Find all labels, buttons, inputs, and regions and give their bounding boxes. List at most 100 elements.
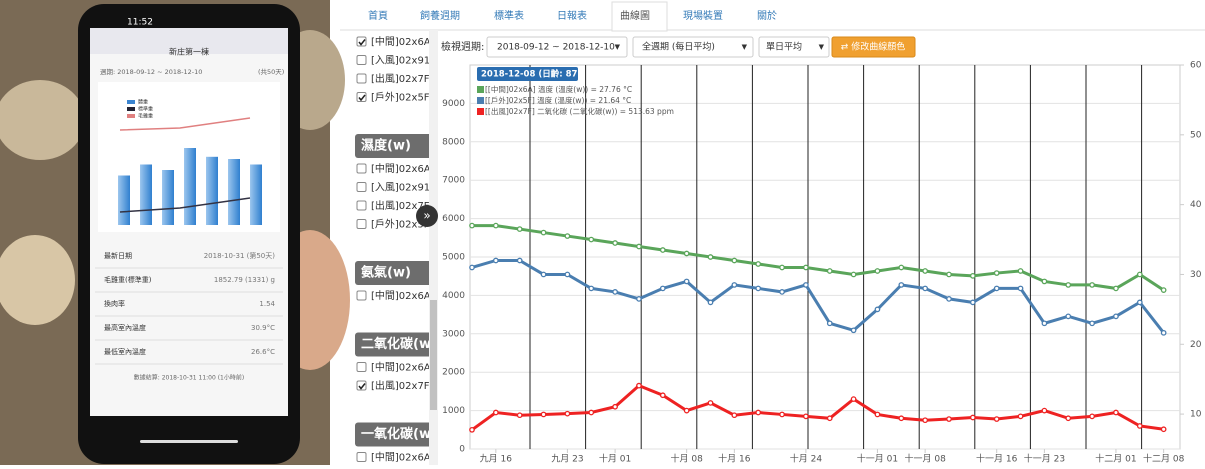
y-tick-label: 2000 xyxy=(442,368,465,378)
period-select[interactable] xyxy=(486,36,628,58)
data-point xyxy=(588,409,595,416)
checkbox[interactable] xyxy=(356,182,367,192)
data-point xyxy=(1089,320,1095,327)
data-point xyxy=(1065,282,1072,288)
data-point xyxy=(922,417,929,424)
phone-row-value: 26.6°C xyxy=(251,348,275,356)
data-point xyxy=(1065,415,1072,422)
nav-tab[interactable]: 飼養週期 xyxy=(420,9,460,22)
data-point xyxy=(683,407,690,414)
period-text: 2018-09-12 ~ 2018-12-10 xyxy=(497,43,615,53)
data-point xyxy=(707,299,714,306)
data-point xyxy=(779,289,785,295)
checkbox[interactable] xyxy=(356,163,367,174)
y2-tick-label: 10 xyxy=(1190,410,1202,420)
data-point xyxy=(1136,299,1143,306)
data-point xyxy=(826,268,833,274)
data-point xyxy=(469,426,475,433)
checkbox[interactable] xyxy=(356,362,367,372)
data-point xyxy=(492,222,499,229)
series-line xyxy=(471,258,1165,334)
series-line xyxy=(471,383,1164,432)
y2-tick-label: 30 xyxy=(1190,270,1202,280)
phone-legend-text: 標準重 xyxy=(138,106,153,113)
home-bar xyxy=(140,440,238,443)
nav-tab[interactable]: 曲線圖 xyxy=(620,9,650,22)
nav-tab[interactable]: 標準表 xyxy=(494,9,524,22)
collapse-button[interactable] xyxy=(416,205,438,227)
checkbox[interactable] xyxy=(356,452,367,462)
checkbox[interactable] xyxy=(356,380,367,391)
mode-text: 全週期 (每日平均) xyxy=(642,41,715,53)
phone-row-value: 1.54 xyxy=(259,300,275,308)
data-point xyxy=(1160,287,1167,293)
data-point xyxy=(469,264,475,271)
x-tick-label: 十一月 08 xyxy=(904,453,946,465)
y-tick-label: 7000 xyxy=(442,176,465,186)
data-point xyxy=(731,412,738,419)
phone-row-value: 2018-10-31 (第50天) xyxy=(204,251,276,260)
tooltip-line: [[戶外]02x5F] 溫度 (溫度(w)) = 21.64 °C xyxy=(485,95,631,105)
data-point xyxy=(1017,413,1024,420)
checkbox[interactable] xyxy=(356,92,367,102)
nav-tab[interactable]: 關於 xyxy=(757,9,777,22)
data-point xyxy=(898,264,905,271)
phone-line xyxy=(119,117,251,131)
data-point xyxy=(1113,285,1119,292)
checkbox[interactable] xyxy=(356,73,367,84)
data-point xyxy=(898,282,905,288)
phone-line xyxy=(119,197,251,213)
data-point xyxy=(492,257,499,264)
data-point xyxy=(1089,413,1095,420)
data-point xyxy=(588,285,595,292)
checkbox[interactable] xyxy=(356,219,367,229)
data-point xyxy=(516,257,523,264)
data-point xyxy=(659,285,666,292)
average-select[interactable] xyxy=(758,36,830,58)
data-point xyxy=(1160,426,1167,433)
mode-select[interactable] xyxy=(632,36,754,58)
data-point xyxy=(516,226,523,232)
data-point xyxy=(803,264,809,271)
y-tick-label: 8000 xyxy=(442,137,465,147)
phone-legend-swatch xyxy=(127,114,135,118)
data-point xyxy=(1017,268,1024,274)
section-title: 濕度(w) xyxy=(361,138,411,154)
data-point xyxy=(898,415,905,422)
nav-tab[interactable]: 首頁 xyxy=(368,9,388,22)
scroll-thumb xyxy=(430,300,437,410)
data-point xyxy=(492,409,499,416)
checkbox[interactable] xyxy=(356,55,367,65)
data-point xyxy=(659,247,666,253)
phone-row-label: 最低室內溫度 xyxy=(104,347,146,356)
color-button-text: ⇄ 修改曲線顏色 xyxy=(841,41,905,53)
phone-bar xyxy=(250,164,262,225)
data-point xyxy=(516,412,523,419)
checkbox[interactable] xyxy=(356,290,367,301)
nav-tab[interactable]: 日報表 xyxy=(557,9,587,22)
data-point xyxy=(969,299,976,306)
nav-tab[interactable]: 現場裝置 xyxy=(683,9,723,22)
section-title: 二氧化碳(w) xyxy=(361,336,437,352)
checkbox[interactable] xyxy=(356,200,367,211)
section-header xyxy=(355,261,430,285)
chicken xyxy=(0,235,75,325)
color-button[interactable] xyxy=(831,36,916,58)
y2-tick-label: 50 xyxy=(1190,130,1202,140)
data-point xyxy=(993,416,1000,422)
controls-label: 檢視週期: xyxy=(441,40,484,53)
data-point xyxy=(755,261,762,267)
checkbox[interactable] xyxy=(356,36,367,47)
data-point xyxy=(636,296,642,302)
data-point xyxy=(564,410,571,417)
data-point xyxy=(1113,313,1119,320)
tooltip-line: [[中間]02x6A] 溫度 (溫度(w)) = 27.76 °C xyxy=(485,84,632,94)
data-point xyxy=(612,289,618,295)
data-point xyxy=(469,222,475,229)
data-point xyxy=(874,411,881,418)
phone-bar xyxy=(228,159,240,225)
series-line xyxy=(472,224,1165,292)
sidebar-item: [中間]02x6A xyxy=(371,361,431,374)
data-point xyxy=(612,403,618,410)
data-point xyxy=(1160,329,1167,336)
